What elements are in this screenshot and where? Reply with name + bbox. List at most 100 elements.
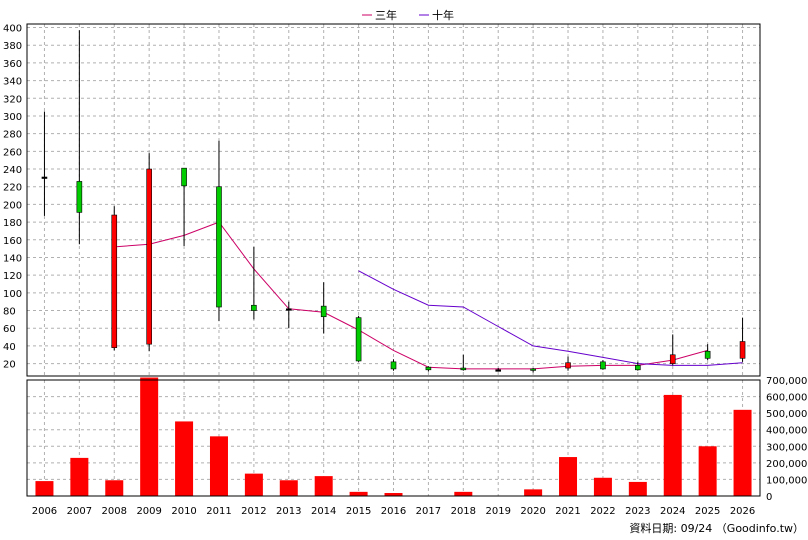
volume-bar bbox=[663, 394, 682, 496]
year-tick-label: 2025 bbox=[695, 506, 720, 517]
volume-tick-label: 700,000 bbox=[766, 376, 807, 387]
year-tick-label: 2009 bbox=[136, 506, 161, 517]
price-tick-label: 140 bbox=[3, 253, 22, 264]
volume-bar bbox=[733, 409, 752, 496]
year-axis-ticks: 2006 2007 2008 2009 2010 2011 2012 2013 2014 2015… bbox=[32, 506, 756, 517]
price-tick-label: 280 bbox=[3, 130, 22, 141]
candle-body bbox=[495, 369, 502, 372]
volume-bar bbox=[314, 476, 333, 496]
volume-bar bbox=[140, 377, 159, 496]
volume-series bbox=[35, 377, 752, 497]
candle-body bbox=[111, 214, 118, 348]
candle-body bbox=[320, 305, 327, 318]
year-tick-label: 2026 bbox=[730, 506, 755, 517]
candle-body bbox=[530, 368, 536, 371]
price-tick-label: 40 bbox=[3, 342, 16, 353]
candlestick-series bbox=[41, 30, 746, 373]
candle-body bbox=[41, 176, 48, 179]
volume-bar bbox=[454, 491, 473, 496]
year-tick-label: 2024 bbox=[660, 506, 685, 517]
price-tick-label: 160 bbox=[3, 236, 22, 247]
candle-body bbox=[181, 167, 187, 187]
price-axis-ticks: 400 380 360 340 320 300 280 260 240 220 200 180 160 1… bbox=[3, 24, 22, 371]
chart-legend: 三年 十年 bbox=[362, 8, 454, 22]
volume-bar bbox=[70, 457, 89, 496]
moving-average-line bbox=[114, 221, 708, 370]
candle-body bbox=[600, 361, 606, 370]
candle-body bbox=[425, 366, 432, 371]
price-tick-label: 200 bbox=[3, 200, 22, 211]
volume-bar bbox=[698, 446, 717, 496]
legend-label: 十年 bbox=[432, 8, 454, 22]
price-grid bbox=[27, 24, 760, 376]
candle-body bbox=[390, 361, 397, 370]
year-tick-label: 2022 bbox=[590, 506, 615, 517]
volume-bar bbox=[105, 480, 124, 496]
year-tick-label: 2019 bbox=[485, 506, 510, 517]
candle-body bbox=[565, 362, 571, 369]
year-tick-label: 2011 bbox=[206, 506, 231, 517]
year-tick-label: 2013 bbox=[276, 506, 301, 517]
candle-body bbox=[216, 186, 222, 308]
volume-tick-label: 300,000 bbox=[766, 442, 807, 453]
price-plot-frame bbox=[26, 23, 761, 377]
year-tick-label: 2018 bbox=[451, 506, 476, 517]
volume-tick-label: 200,000 bbox=[766, 459, 807, 470]
year-tick-label: 2007 bbox=[67, 506, 92, 517]
year-tick-label: 2012 bbox=[241, 506, 266, 517]
plot-frames bbox=[26, 23, 761, 497]
price-tick-label: 60 bbox=[3, 324, 16, 335]
year-tick-label: 2021 bbox=[555, 506, 580, 517]
price-tick-label: 340 bbox=[3, 77, 22, 88]
volume-tick-label: 600,000 bbox=[766, 393, 807, 404]
price-tick-label: 220 bbox=[3, 183, 22, 194]
candle-body bbox=[739, 341, 746, 359]
volume-tick-label: 500,000 bbox=[766, 409, 807, 420]
price-tick-label: 180 bbox=[3, 218, 22, 229]
candle-body bbox=[285, 308, 292, 311]
year-tick-label: 2015 bbox=[346, 506, 371, 517]
moving-average-line bbox=[358, 270, 743, 366]
candle-body bbox=[635, 365, 641, 371]
volume-bar bbox=[559, 457, 578, 496]
year-tick-label: 2006 bbox=[32, 506, 57, 517]
candle-body bbox=[460, 367, 467, 371]
volume-bar bbox=[628, 481, 647, 496]
candle-body bbox=[669, 354, 676, 364]
volume-bar bbox=[524, 489, 543, 496]
year-tick-label: 2023 bbox=[625, 506, 650, 517]
price-tick-label: 380 bbox=[3, 41, 22, 52]
volume-tick-label: 0 bbox=[766, 492, 772, 503]
price-tick-label: 240 bbox=[3, 165, 22, 176]
year-tick-label: 2016 bbox=[381, 506, 406, 517]
volume-bar bbox=[209, 436, 228, 496]
year-tick-label: 2010 bbox=[171, 506, 196, 517]
volume-bar bbox=[384, 493, 403, 496]
price-tick-label: 20 bbox=[3, 360, 16, 371]
volume-tick-label: 400,000 bbox=[766, 426, 807, 437]
candle-body bbox=[704, 350, 711, 359]
volume-grid bbox=[27, 379, 760, 497]
price-tick-label: 360 bbox=[3, 59, 22, 70]
volume-plot-frame bbox=[26, 379, 761, 497]
candle-body bbox=[76, 181, 83, 213]
price-tick-label: 120 bbox=[3, 271, 22, 282]
price-tick-label: 320 bbox=[3, 94, 22, 105]
candle-body bbox=[251, 304, 257, 311]
candle-body bbox=[146, 168, 152, 345]
price-tick-label: 260 bbox=[3, 147, 22, 158]
volume-bar bbox=[244, 473, 263, 496]
price-tick-label: 300 bbox=[3, 112, 22, 123]
candle-body bbox=[355, 317, 362, 362]
volume-bar bbox=[593, 477, 612, 496]
volume-axis-ticks: 700,000 600,000 500,000 400,000 300,000 200,0… bbox=[766, 376, 807, 503]
volume-bar bbox=[175, 421, 194, 496]
volume-tick-label: 100,000 bbox=[766, 475, 807, 486]
volume-bar bbox=[35, 481, 54, 496]
legend-label: 三年 bbox=[375, 8, 397, 22]
year-tick-label: 2008 bbox=[102, 506, 127, 517]
volume-bar bbox=[349, 491, 368, 496]
year-tick-label: 2017 bbox=[416, 506, 441, 517]
price-tick-label: 400 bbox=[3, 24, 22, 35]
